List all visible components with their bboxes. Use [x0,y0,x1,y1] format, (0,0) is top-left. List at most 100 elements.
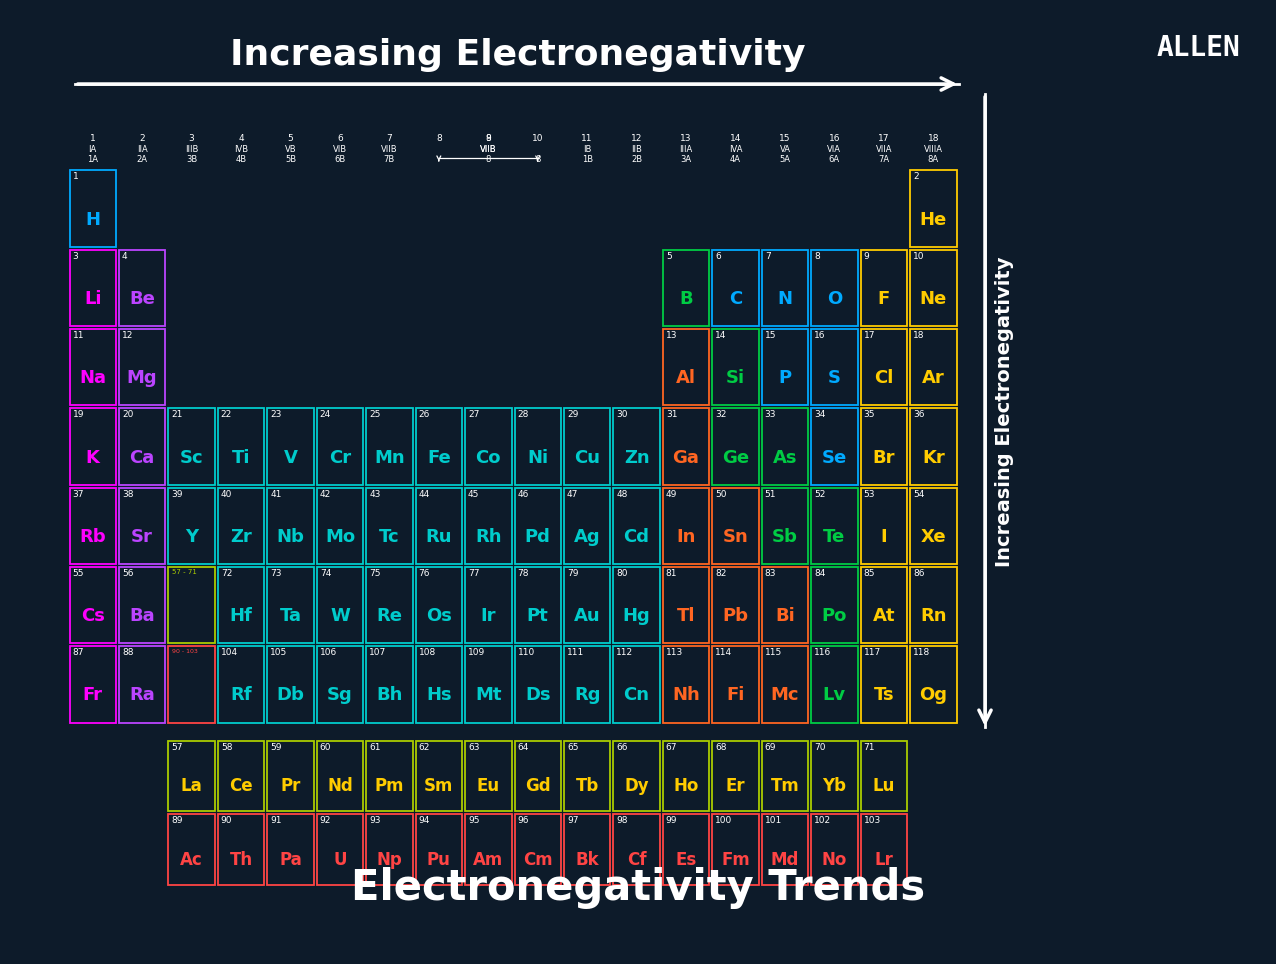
Bar [119,567,166,643]
Text: 85: 85 [864,569,875,578]
Bar [218,815,264,885]
Bar [762,646,808,722]
Text: Te: Te [823,528,846,546]
Text: Pt: Pt [527,607,549,626]
Text: Ir: Ir [481,607,496,626]
Text: ALLEN: ALLEN [1156,34,1240,62]
Text: Fe: Fe [427,448,450,467]
Bar [910,329,957,405]
Text: 3A: 3A [680,155,692,164]
Bar [267,567,314,643]
Bar [416,815,462,885]
Text: Ru: Ru [426,528,452,546]
Text: Cs: Cs [80,607,105,626]
Text: 35: 35 [864,411,875,419]
Text: Tb: Tb [575,777,598,795]
Bar [119,646,166,722]
Bar [812,815,857,885]
Text: Eu: Eu [477,777,500,795]
Text: 62: 62 [419,742,430,752]
Text: 7: 7 [764,252,771,261]
Bar [762,567,808,643]
Text: 95: 95 [468,817,480,825]
Text: Y: Y [185,528,198,546]
Text: 7B: 7B [384,155,396,164]
Text: 4: 4 [122,252,128,261]
Text: 53: 53 [864,490,875,498]
Text: Os: Os [426,607,452,626]
Text: 66: 66 [616,742,628,752]
Bar [712,567,759,643]
Bar [218,567,264,643]
Text: 23: 23 [271,411,282,419]
Text: C: C [729,290,743,308]
Text: 42: 42 [320,490,330,498]
Text: N: N [777,290,792,308]
Text: 18: 18 [914,331,925,340]
Text: 116: 116 [814,648,832,657]
Text: P: P [778,369,791,388]
Bar [910,171,957,247]
Text: 68: 68 [716,742,727,752]
Text: 11: 11 [73,331,84,340]
Text: 8A: 8A [928,155,939,164]
Text: IVA: IVA [729,145,743,154]
Text: Cn: Cn [624,686,649,705]
Text: 4: 4 [239,134,244,143]
Text: H: H [85,211,101,228]
Text: Bk: Bk [575,851,598,869]
Bar [564,567,610,643]
Bar [267,740,314,812]
Text: Co: Co [476,448,501,467]
Text: Na: Na [79,369,106,388]
Text: VIIB: VIIB [382,145,398,154]
Text: 1: 1 [89,134,96,143]
Text: 70: 70 [814,742,826,752]
Bar [69,329,116,405]
Text: Ni: Ni [527,448,549,467]
Text: 88: 88 [122,648,134,657]
Text: 17: 17 [878,134,889,143]
Text: Pm: Pm [375,777,404,795]
Text: 31: 31 [666,411,678,419]
Bar [168,740,214,812]
Text: Cd: Cd [624,528,649,546]
Text: 4A: 4A [730,155,741,164]
Bar [614,815,660,885]
Text: 77: 77 [468,569,480,578]
Text: 15: 15 [780,134,791,143]
Text: 103: 103 [864,817,880,825]
Text: 18: 18 [928,134,939,143]
Text: IIA: IIA [137,145,148,154]
Text: 12: 12 [122,331,133,340]
Text: Ce: Ce [230,777,253,795]
Bar [366,409,412,485]
Text: IVB: IVB [234,145,248,154]
Text: 74: 74 [320,569,330,578]
Bar [514,488,561,564]
Bar [662,250,709,326]
Text: Fm: Fm [721,851,750,869]
Bar [712,250,759,326]
Bar [812,409,857,485]
Text: 39: 39 [171,490,182,498]
Text: 40: 40 [221,490,232,498]
Text: 14: 14 [730,134,741,143]
Bar [119,250,166,326]
Bar [812,646,857,722]
Text: Increasing Electronegativity: Increasing Electronegativity [995,256,1014,567]
Text: Am: Am [473,851,504,869]
Bar [218,740,264,812]
Text: 63: 63 [468,742,480,752]
Bar [712,740,759,812]
Text: 5B: 5B [285,155,296,164]
Text: 22: 22 [221,411,232,419]
Text: Nb: Nb [277,528,305,546]
Bar [860,567,907,643]
Text: 9: 9 [485,134,491,143]
Text: 99: 99 [666,817,678,825]
Text: Mn: Mn [374,448,404,467]
Text: 45: 45 [468,490,480,498]
Text: Rn: Rn [920,607,947,626]
Text: 107: 107 [369,648,387,657]
